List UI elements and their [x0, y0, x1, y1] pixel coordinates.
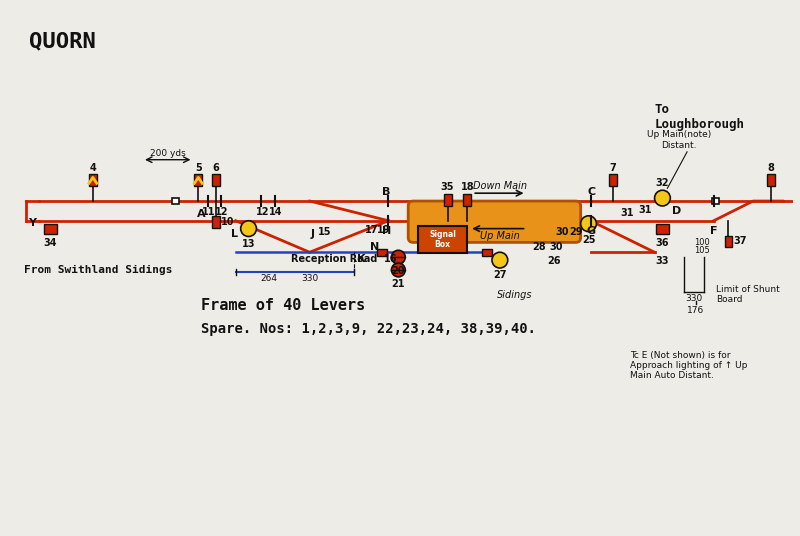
- Text: From Swithland Sidings: From Swithland Sidings: [24, 265, 172, 275]
- Text: Down Main: Down Main: [473, 181, 527, 191]
- Text: L: L: [231, 228, 238, 239]
- Text: 18: 18: [461, 182, 474, 192]
- Text: 34: 34: [44, 239, 58, 249]
- Text: 26: 26: [547, 256, 561, 266]
- Text: QUORN: QUORN: [29, 32, 96, 52]
- Text: 8: 8: [767, 162, 774, 173]
- Text: Up Main(note)
Distant.: Up Main(note) Distant.: [647, 130, 711, 150]
- Text: K: K: [357, 254, 365, 264]
- Text: 7: 7: [610, 162, 617, 173]
- Bar: [89, 175, 97, 187]
- Text: 21: 21: [392, 279, 405, 289]
- Text: 28: 28: [533, 242, 546, 252]
- Bar: [212, 175, 220, 187]
- Circle shape: [241, 221, 257, 236]
- Circle shape: [581, 216, 597, 232]
- Text: 16: 16: [384, 254, 398, 264]
- Text: F: F: [710, 226, 718, 236]
- Text: 33: 33: [656, 256, 670, 266]
- Text: 12: 12: [215, 207, 229, 217]
- Text: 200 yds: 200 yds: [150, 149, 186, 158]
- Text: 13: 13: [242, 240, 255, 249]
- Text: 37: 37: [734, 236, 747, 247]
- Text: Signal
Box: Signal Box: [430, 230, 456, 249]
- Text: Y: Y: [28, 218, 36, 228]
- Text: 30: 30: [550, 242, 562, 252]
- Bar: [377, 249, 386, 256]
- Text: 32: 32: [656, 178, 670, 188]
- Text: 36: 36: [656, 239, 670, 249]
- Text: 20: 20: [392, 266, 405, 276]
- Bar: [194, 175, 202, 187]
- Bar: [482, 249, 492, 256]
- Text: Sidings: Sidings: [497, 289, 532, 300]
- Text: 30: 30: [555, 227, 569, 236]
- Text: Reception Road: Reception Road: [291, 254, 378, 264]
- Text: A: A: [197, 209, 206, 219]
- Text: Limit of Shunt
Board: Limit of Shunt Board: [716, 285, 779, 304]
- Bar: [725, 235, 733, 247]
- Text: 17: 17: [365, 225, 378, 235]
- Text: To
Loughborough: To Loughborough: [654, 102, 745, 131]
- Circle shape: [391, 263, 406, 277]
- Text: 10: 10: [221, 217, 234, 227]
- Text: 330: 330: [301, 274, 318, 283]
- Bar: [418, 226, 467, 253]
- Bar: [444, 194, 451, 206]
- Text: B: B: [382, 187, 390, 197]
- Text: 4: 4: [90, 162, 96, 173]
- Text: G: G: [587, 226, 596, 236]
- Text: N: N: [370, 242, 379, 252]
- Text: 264: 264: [260, 274, 278, 283]
- Text: Frame of 40 Levers: Frame of 40 Levers: [202, 297, 366, 312]
- Text: J: J: [310, 228, 314, 239]
- Text: 5: 5: [195, 162, 202, 173]
- Text: 25: 25: [582, 235, 595, 244]
- Bar: [610, 175, 617, 187]
- Text: Up Main: Up Main: [480, 230, 520, 241]
- Text: 35: 35: [441, 182, 454, 192]
- Text: 105: 105: [694, 247, 710, 255]
- Text: Spare. Nos: 1,2,3,9, 22,23,24, 38,39,40.: Spare. Nos: 1,2,3,9, 22,23,24, 38,39,40.: [202, 322, 536, 336]
- Text: 29: 29: [569, 227, 582, 236]
- FancyBboxPatch shape: [408, 201, 581, 242]
- Circle shape: [654, 190, 670, 206]
- Text: C: C: [587, 187, 595, 197]
- Text: Tc E (Not shown) is for
Approach lighting of ↑ Up
Main Auto Distant.: Tc E (Not shown) is for Approach lightin…: [630, 351, 747, 381]
- Circle shape: [492, 252, 508, 268]
- Text: H: H: [382, 226, 391, 236]
- Text: 6: 6: [213, 162, 219, 173]
- Text: 19: 19: [377, 225, 390, 235]
- Text: 27: 27: [493, 270, 506, 280]
- Text: D: D: [672, 206, 681, 216]
- Circle shape: [391, 250, 406, 264]
- Text: 12: 12: [256, 207, 269, 217]
- Bar: [463, 194, 471, 206]
- Text: 15: 15: [318, 227, 331, 236]
- Text: 176: 176: [687, 307, 705, 315]
- Text: 31: 31: [620, 208, 634, 218]
- Text: 330: 330: [686, 294, 702, 303]
- Bar: [43, 224, 58, 234]
- Bar: [655, 224, 670, 234]
- Bar: [767, 175, 774, 187]
- Bar: [212, 216, 220, 228]
- Text: 11: 11: [202, 207, 216, 217]
- Text: 14: 14: [270, 207, 283, 217]
- Text: 100: 100: [694, 239, 710, 248]
- Text: 31: 31: [638, 205, 651, 215]
